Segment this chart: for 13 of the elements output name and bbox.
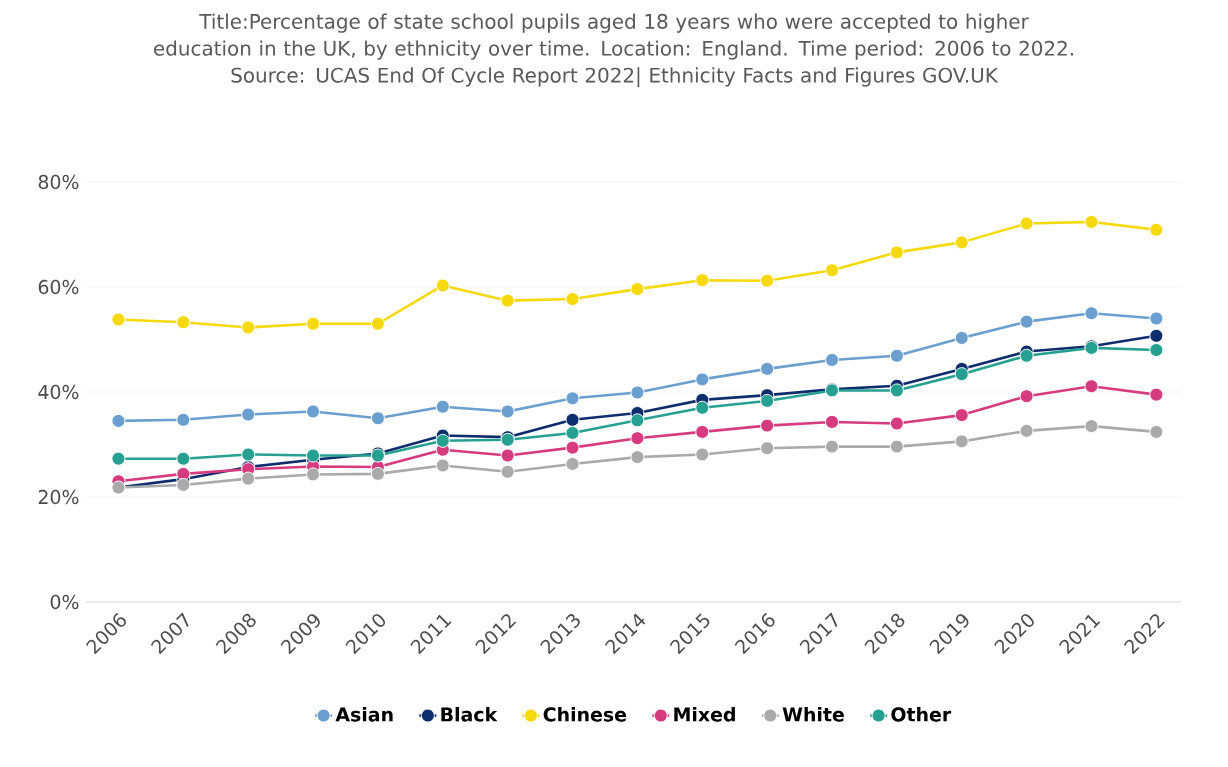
legend-label: Chinese <box>543 706 627 722</box>
legend-label: Other <box>891 706 952 722</box>
chart-title: Title:Percentage of state school pupils aged 18 years who were accepted to higher education in the UK, by ethnicity over time. Location: England. Time period: 2006 to 2022. <box>154 13 1073 60</box>
y-tick-label: 80% <box>38 174 79 190</box>
y-tick-label: 0% <box>50 594 79 610</box>
legend-label: Mixed <box>674 706 735 722</box>
legend-label: White <box>782 706 844 722</box>
legend-label: Asian <box>335 706 393 722</box>
source-note: Source: UCAS End Of Cycle Report 2022| Ethnicity Facts and Figures GOV.UK <box>231 67 999 88</box>
y-tick-label: 40% <box>38 384 79 400</box>
y-tick-label: 60% <box>38 279 79 295</box>
y-tick-label: 20% <box>38 489 79 505</box>
legend-label: Black <box>441 706 498 722</box>
